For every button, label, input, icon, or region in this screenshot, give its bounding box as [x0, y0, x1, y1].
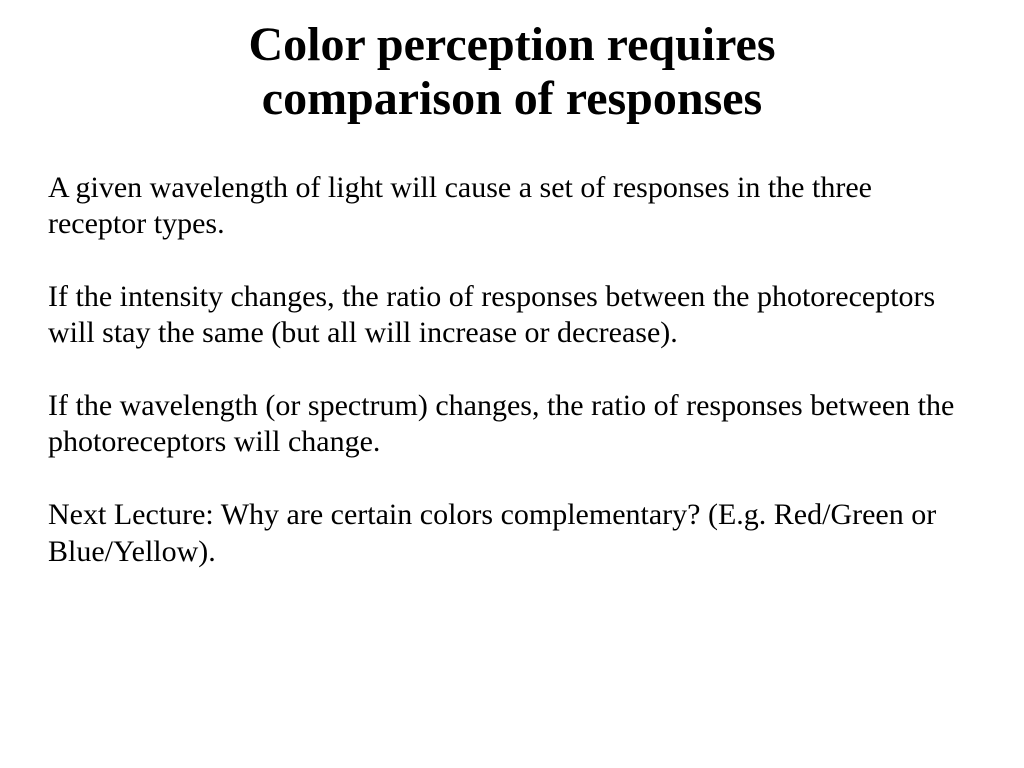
paragraph-2: If the intensity changes, the ratio of r… — [48, 279, 976, 352]
paragraph-4: Next Lecture: Why are certain colors com… — [48, 497, 976, 570]
paragraph-3: If the wavelength (or spectrum) changes,… — [48, 388, 976, 461]
slide-title-line-1: Color perception requires — [48, 18, 976, 72]
slide-title: Color perception requires comparison of … — [48, 18, 976, 126]
slide-body: A given wavelength of light will cause a… — [48, 170, 976, 571]
paragraph-1: A given wavelength of light will cause a… — [48, 170, 976, 243]
slide-title-line-2: comparison of responses — [48, 72, 976, 126]
